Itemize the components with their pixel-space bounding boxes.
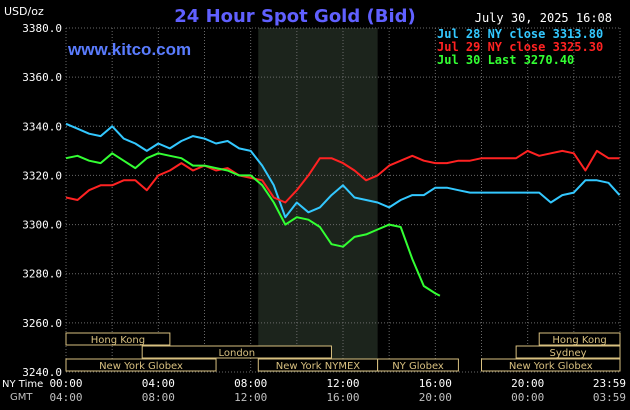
series-line-1 <box>65 149 620 204</box>
chart-timestamp: July 30, 2025 16:08 <box>475 11 612 25</box>
y-tick-label: 3280.0 <box>22 268 62 281</box>
x-tick-label-gmt: 20:00 <box>419 391 452 404</box>
session-band-label: New York Globex <box>509 361 593 372</box>
x-tick-label-gmt: 16:00 <box>326 391 359 404</box>
x-tick-labels: 00:00 04:00 08:00 12:00 16:00 20:00 23:5904:00… <box>49 377 626 404</box>
y-tick-label: 3320.0 <box>22 169 62 182</box>
session-band-label: Hong Kong <box>91 335 145 346</box>
grid-lines <box>65 27 621 373</box>
x-tick-label-ny: 23:59 <box>593 377 626 390</box>
y-tick-labels: 3380.0 3360.0 3340.0 3320.0 3300.0 3280.0 3260… <box>22 22 62 379</box>
nymex-session-shade <box>258 28 378 372</box>
site-watermark: www.kitco.com <box>67 40 191 59</box>
series-lines <box>65 122 621 297</box>
session-band-label: NY Globex <box>392 361 444 372</box>
session-band-label: Hong Kong <box>552 335 606 346</box>
session-band-box <box>538 332 621 346</box>
session-band-box <box>65 358 217 372</box>
session-band-label: London <box>218 348 255 359</box>
session-band-label: New York Globex <box>99 361 183 372</box>
legend: Jul 28 NY close 3313.80 Jul 29 NY close … <box>437 27 603 67</box>
x-tick-label-gmt: 00:00 <box>511 391 544 404</box>
gmt-axis-label: GMT <box>10 392 33 403</box>
ny-time-axis-label: NY Time <box>2 379 43 390</box>
session-band-label: New York NYMEX <box>276 361 361 372</box>
x-tick-label-gmt: 04:00 <box>49 391 82 404</box>
y-tick-label: 3360.0 <box>22 71 62 84</box>
x-tick-label-gmt: 12:00 <box>234 391 267 404</box>
x-tick-label-ny: 20:00 <box>511 377 544 390</box>
legend-entry-jul30: Jul 30 Last 3270.40 <box>437 53 574 67</box>
x-tick-label-ny: 04:00 <box>142 377 175 390</box>
y-tick-label: 3380.0 <box>22 22 62 35</box>
y-tick-label: 3340.0 <box>22 120 62 133</box>
x-tick-label-gmt: 03:59 <box>593 391 626 404</box>
session-band-box <box>481 358 621 372</box>
y-tick-label: 3300.0 <box>22 219 62 232</box>
session-band-label: Sydney <box>550 348 587 359</box>
series-line-0 <box>65 122 621 219</box>
x-tick-label-gmt: 08:00 <box>142 391 175 404</box>
legend-entry-jul28: Jul 28 NY close 3313.80 <box>437 27 603 41</box>
session-bands: Hong Kong London New York Globex New York N… <box>65 332 621 372</box>
x-tick-label-ny: 08:00 <box>234 377 267 390</box>
session-band-box <box>377 358 459 372</box>
session-band-box <box>141 345 332 359</box>
legend-entry-jul29: Jul 29 NY close 3325.30 <box>437 40 603 54</box>
session-band-box <box>65 332 171 346</box>
x-tick-label-ny: 12:00 <box>326 377 359 390</box>
series-line-2 <box>65 152 441 297</box>
y-unit-label: USD/oz <box>4 5 44 18</box>
chart-title: 24 Hour Spot Gold (Bid) <box>174 6 415 27</box>
y-tick-label: 3260.0 <box>22 317 62 330</box>
session-band-box <box>515 345 621 359</box>
x-tick-label-ny: 00:00 <box>49 377 82 390</box>
x-tick-label-ny: 16:00 <box>419 377 452 390</box>
y-tick-label: 3240.0 <box>22 366 62 379</box>
